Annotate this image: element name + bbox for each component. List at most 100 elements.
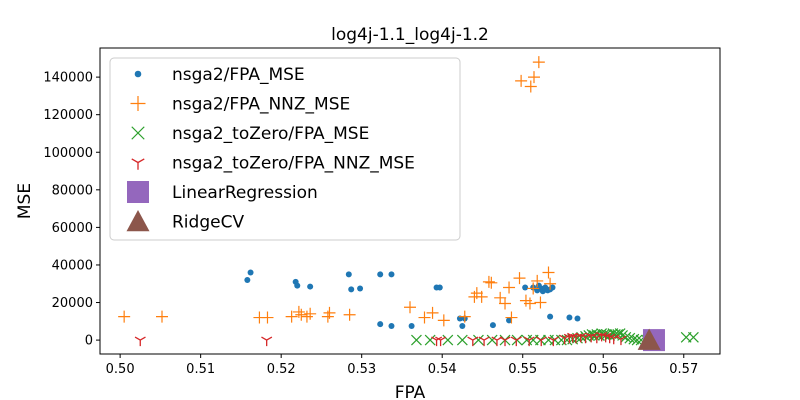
point-1-25 (505, 311, 518, 324)
legend-marker-1 (130, 96, 146, 111)
point-1-1 (156, 310, 168, 323)
point-0-11 (388, 323, 395, 330)
x-tick-label-7: 0.57 (669, 362, 698, 377)
point-2-1 (424, 334, 436, 346)
x-axis: 0.50 0.51 0.52 0.53 0.54 0.55 0.56 0.57 (106, 354, 698, 377)
point-0-14 (436, 284, 443, 291)
point-1-35 (524, 80, 537, 93)
point-1-6 (295, 308, 308, 321)
point-1-8 (304, 307, 317, 320)
data-marks (118, 56, 699, 352)
legend-marker-4 (127, 181, 149, 203)
point-0-10 (377, 321, 384, 328)
point-1-26 (513, 272, 526, 285)
point-3-10 (535, 336, 547, 347)
point-1-19 (475, 290, 488, 303)
point-3-9 (523, 336, 535, 347)
point-1-11 (343, 308, 356, 321)
y-tick-label-2: 40000 (52, 258, 93, 273)
point-1-10 (323, 306, 336, 319)
plot-frame (99, 47, 721, 355)
x-tick-label-1: 0.51 (186, 362, 215, 377)
point-0-29 (549, 284, 556, 291)
point-3-8 (510, 336, 522, 347)
point-0-19 (506, 317, 513, 324)
point-1-36 (528, 71, 540, 84)
x-tick-label-4: 0.54 (428, 362, 457, 377)
point-1-22 (494, 291, 507, 304)
point-2-0 (411, 334, 422, 346)
point-1-20 (482, 275, 495, 288)
point-1-37 (532, 56, 545, 69)
point-0-3 (294, 282, 301, 289)
legend-marker-3 (131, 158, 145, 170)
point-1-28 (523, 297, 536, 310)
point-1-12 (404, 301, 416, 314)
y-tick-label-1: 20000 (52, 296, 93, 311)
point-0-6 (348, 286, 355, 293)
y-tick-label-6: 120000 (43, 108, 93, 123)
point-0-9 (388, 271, 395, 278)
point-1-16 (458, 310, 471, 323)
series-nsga2-tozero-fpa-nnz-mse (134, 331, 627, 347)
point-2-34 (624, 332, 636, 344)
point-0-31 (566, 314, 573, 321)
point-0-32 (574, 315, 581, 322)
x-tick-label-6: 0.56 (589, 362, 618, 377)
point-1-34 (515, 74, 528, 87)
legend-label-0: nsga2/FPA_MSE (172, 65, 305, 85)
point-1-15 (437, 314, 450, 327)
point-0-1 (247, 269, 254, 276)
point-0-4 (307, 283, 314, 290)
y-tick-label-4: 80000 (52, 183, 93, 198)
point-1-24 (503, 281, 516, 294)
point-3-11 (547, 336, 559, 347)
legend-marker-0 (134, 70, 142, 78)
point-1-29 (527, 282, 540, 295)
point-2-40 (688, 331, 699, 343)
point-1-13 (418, 311, 431, 324)
point-0-5 (345, 271, 352, 278)
y-tick-label-0: 0 (85, 334, 93, 349)
point-1-3 (261, 311, 274, 324)
point-2-4 (473, 334, 484, 346)
legend: nsga2/FPA_MSE nsga2/FPA_NNZ_MSE nsga2_toZe… (109, 57, 461, 241)
series-ridgecv (637, 328, 661, 350)
point-1-33 (544, 277, 557, 290)
legend-marker-5 (126, 210, 150, 232)
point-3-4 (467, 336, 479, 347)
point-2-3 (456, 334, 468, 346)
point-3-24 (615, 335, 627, 346)
y-tick-label-7: 140000 (43, 71, 93, 86)
point-3-5 (478, 336, 490, 347)
x-tick-label-5: 0.55 (508, 362, 537, 377)
y-tick-label-5: 100000 (43, 146, 93, 161)
point-2-36 (631, 334, 643, 346)
legend-box (109, 57, 461, 241)
point-1-14 (426, 306, 439, 319)
point-0-30 (547, 313, 554, 320)
point-3-1 (261, 336, 273, 347)
y-tick-label-3: 60000 (52, 221, 93, 236)
point-1-23 (499, 297, 512, 310)
point-1-0 (118, 310, 131, 323)
point-2-2 (442, 334, 454, 346)
point-5-0 (637, 328, 661, 350)
x-tick-label-0: 0.50 (106, 362, 135, 377)
legend-label-2: nsga2_toZero/FPA_MSE (172, 124, 369, 144)
series-nsga2-fpa-nnz-mse (118, 56, 557, 327)
legend-label-1: nsga2/FPA_NNZ_MSE (172, 95, 350, 115)
point-3-3 (435, 336, 447, 347)
point-3-16 (575, 332, 587, 343)
point-0-17 (459, 323, 466, 330)
y-axis-label: MSE (15, 183, 35, 219)
legend-label-4: LinearRegression (172, 183, 318, 203)
point-1-30 (531, 274, 544, 287)
legend-label-3: nsga2_toZero/FPA_NNZ_MSE (172, 154, 415, 174)
point-0-8 (377, 271, 384, 278)
point-3-17 (579, 333, 592, 344)
legend-label-5: RidgeCV (172, 213, 244, 233)
x-tick-label-2: 0.52 (267, 362, 296, 377)
legend-marker-2 (131, 126, 145, 140)
